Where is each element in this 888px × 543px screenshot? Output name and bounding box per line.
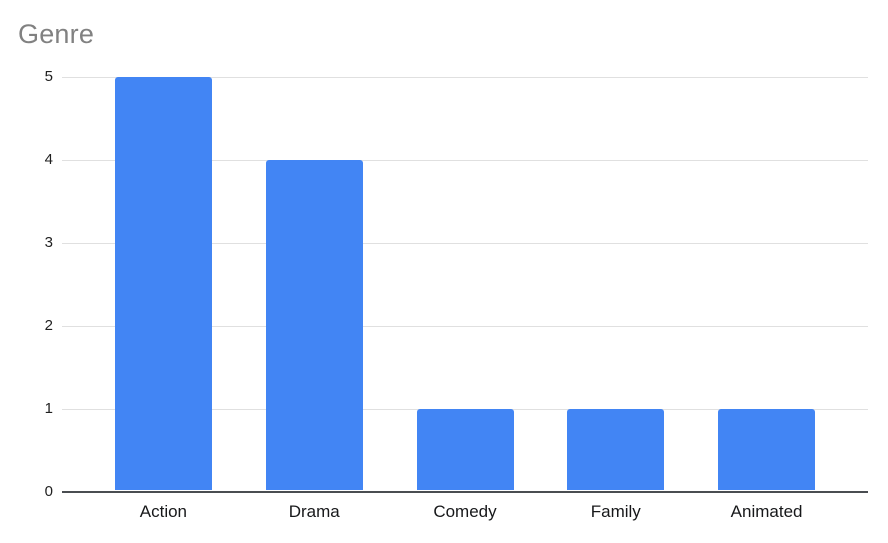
- x-axis-category-label: Animated: [730, 502, 803, 521]
- bar-comedy: [416, 409, 514, 490]
- x-axis-baseline: [62, 491, 868, 493]
- x-axis-category-label: Comedy: [433, 502, 497, 521]
- bar-family: [567, 409, 665, 490]
- y-axis-tick-label: 0: [44, 483, 53, 500]
- y-axis-tick-label: 4: [44, 151, 53, 168]
- x-axis-category-label: Family: [590, 502, 641, 521]
- x-axis-category-label: Drama: [288, 502, 340, 521]
- gridline-y5: [62, 76, 868, 78]
- chart-title: Genre: [18, 19, 95, 49]
- gridline-y4: [62, 159, 868, 161]
- y-axis-tick-label: 2: [44, 317, 53, 334]
- y-axis-tick-label: 3: [44, 234, 53, 251]
- bar-animated: [718, 409, 816, 490]
- bar-action: [114, 77, 212, 490]
- gridline-y2: [62, 325, 868, 327]
- y-axis-tick-label: 1: [44, 400, 53, 417]
- y-axis-tick-label: 5: [44, 68, 53, 85]
- gridline-y3: [62, 242, 868, 244]
- plot-area: [62, 76, 868, 493]
- x-axis-category-label: Action: [139, 502, 188, 521]
- bar-drama: [265, 160, 363, 490]
